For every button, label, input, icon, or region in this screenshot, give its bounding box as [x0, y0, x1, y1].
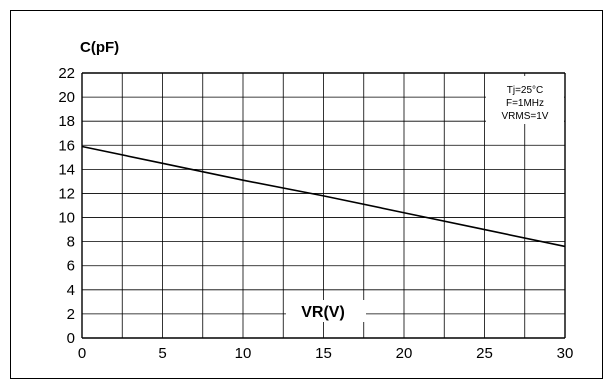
x-tick-label: 10	[235, 345, 252, 362]
x-tick-label: 15	[315, 345, 332, 362]
series-layer	[81, 145, 566, 248]
y-tick-label: 22	[58, 65, 75, 82]
y-tick-label: 16	[58, 137, 75, 154]
y-tick-label: 20	[58, 89, 75, 106]
y-tick-label: 0	[67, 330, 75, 347]
tick-labels: 0 2 4 6 8 10 12 14 16 18 20 22 0 5 10 15 20 25 30	[58, 65, 573, 362]
x-tick-label: 20	[396, 345, 413, 362]
condition-frequency: F=1MHz	[506, 98, 544, 109]
x-tick-label: 30	[557, 345, 574, 362]
y-tick-label: 8	[67, 234, 75, 251]
chart-title: C(pF)	[80, 39, 119, 56]
y-tick-label: 6	[67, 258, 75, 275]
conditions-box-bg	[486, 76, 564, 124]
y-tick-label: 18	[58, 113, 75, 130]
y-tick-label: 4	[67, 282, 75, 299]
x-tick-label: 0	[78, 345, 86, 362]
y-tick-label: 10	[58, 210, 75, 227]
condition-vrms: VRMS=1V	[502, 111, 549, 122]
condition-tj: Tj=25°C	[507, 85, 544, 96]
y-tick-label: 12	[58, 185, 75, 202]
y-tick-label: 14	[58, 161, 75, 178]
grid	[81, 72, 566, 339]
y-tick-label: 2	[67, 306, 75, 323]
x-axis-label: VR(V)	[301, 304, 345, 321]
x-tick-label: 25	[476, 345, 493, 362]
capacitance-series-line	[81, 145, 566, 248]
x-axis-label-bg	[286, 300, 366, 322]
x-tick-label: 5	[158, 345, 166, 362]
labels: C(pF) Tj=25°C F=1MHz VRMS=1V VR(V)	[80, 39, 564, 322]
